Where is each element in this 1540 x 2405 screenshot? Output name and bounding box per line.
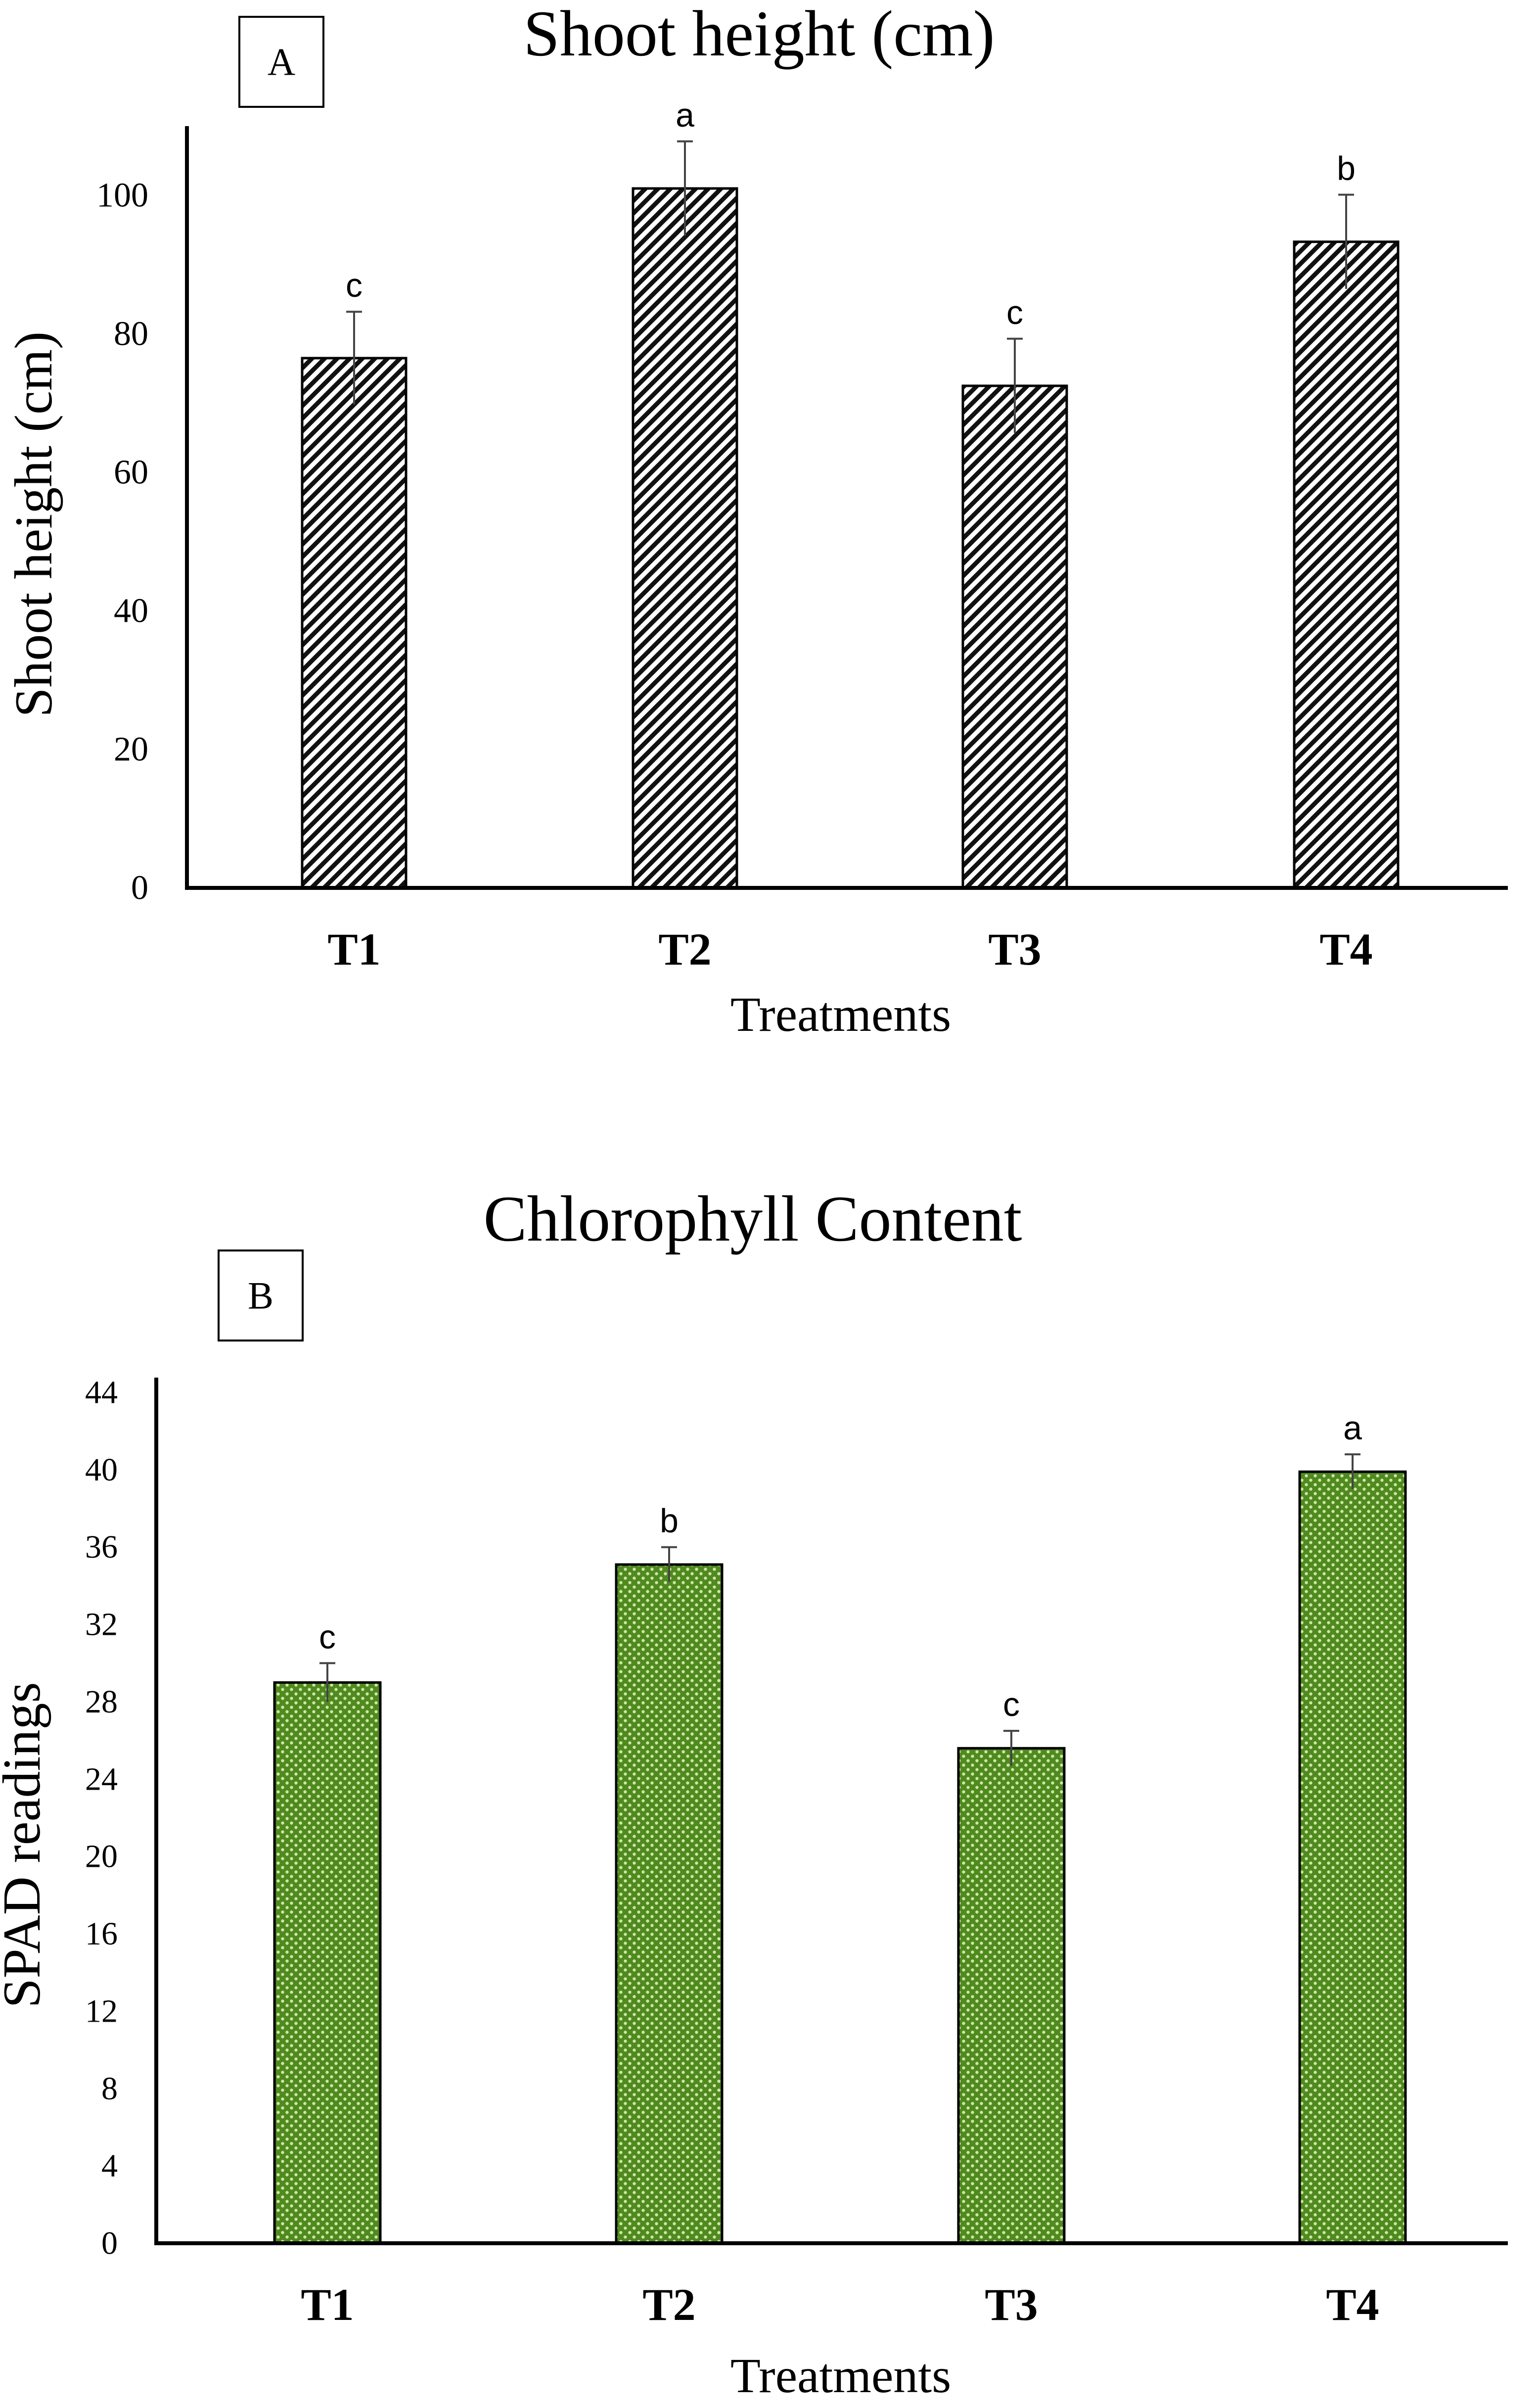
chart-a-bars [301,187,1400,889]
chart-b-significance-letters: c b c a [319,1409,1362,1723]
x-tick-label: T3 [988,924,1041,974]
y-tick-label: 0 [131,869,148,907]
y-tick-label: 36 [85,1529,118,1565]
chart-b-ylabel: SPAD readings [0,1682,51,2008]
panel-b-label-box [218,1249,304,1341]
panel-a-label-box [238,16,324,108]
chart-a-ylabel: Shoot height (cm) [4,331,63,717]
significance-letter: a [676,96,694,134]
error-bar-t1 [319,1662,335,1702]
y-tick-label: 20 [85,1839,118,1875]
panel-b-label: B [248,1274,273,1317]
y-tick-label: 60 [114,454,148,492]
y-tick-label: 32 [85,1607,118,1643]
error-bar-t4 [1338,193,1354,289]
chart-a-y-ticks: 0 20 40 60 80 100 [96,177,148,907]
error-bar-t2 [661,1546,677,1582]
y-tick-label: 12 [85,1993,118,2029]
y-tick-label: 44 [85,1375,118,1411]
y-tick-label: 80 [114,315,148,353]
bar-t2 [615,1563,724,2245]
chart-b-bars [273,1470,1407,2245]
chart-a-xlabel: Treatments [730,987,951,1042]
error-bar-t2 [677,140,693,236]
chart-b-title: Chlorophyll Content [484,1182,1022,1255]
x-tick-label: T1 [301,2279,354,2330]
y-tick-label: 16 [85,1916,118,1952]
significance-letter: b [1337,150,1356,187]
y-tick-label: 24 [85,1761,118,1797]
chart-a-title: Shoot height (cm) [523,0,995,70]
error-bar-t4 [1345,1453,1360,1489]
y-tick-label: 8 [101,2071,118,2107]
y-tick-label: 28 [85,1684,118,1720]
significance-letter: c [319,1618,336,1656]
chart-b-y-ticks: 0 4 8 12 16 20 24 28 32 36 40 44 [85,1375,118,2262]
chart-b-error-bars [319,1453,1360,1766]
chart-b: Chlorophyll Content B SPAD readings Trea… [0,1182,1508,2403]
x-tick-label: T4 [1319,924,1372,974]
bar-t3 [961,384,1068,889]
x-tick-label: T1 [327,924,380,974]
bar-t1 [273,1681,382,2245]
error-bar-t3 [1007,337,1023,433]
y-tick-label: 40 [85,1452,118,1488]
y-tick-label: 100 [96,177,148,215]
bar-t4 [1298,1470,1407,2245]
panel-a-label: A [268,41,295,84]
significance-letter: c [1003,1686,1020,1723]
error-bar-t3 [1003,1730,1019,1766]
x-tick-label: T2 [642,2279,695,2330]
significance-letter: c [346,267,362,304]
bar-t2 [632,187,738,889]
y-tick-label: 4 [101,2148,118,2184]
chart-b-x-ticks: T1 T2 T3 T4 [301,2279,1379,2330]
bar-t1 [301,357,408,889]
significance-letter: b [660,1502,679,1540]
chart-a-significance-letters: c a c b [346,96,1356,331]
y-tick-label: 20 [114,731,148,769]
x-tick-label: T3 [985,2279,1038,2330]
x-tick-label: T2 [658,924,711,974]
bar-t4 [1293,240,1400,889]
y-tick-label: 40 [114,592,148,630]
significance-letter: a [1343,1409,1362,1447]
chart-a-error-bars [346,140,1354,433]
error-bar-t1 [346,311,362,405]
y-tick-label: 0 [101,2225,118,2262]
chart-b-xlabel: Treatments [730,2348,951,2403]
bar-t3 [957,1747,1066,2245]
significance-letter: c [1006,294,1023,331]
x-tick-label: T4 [1326,2279,1379,2330]
chart-a: A Shoot height (cm) Shoot height (cm) Tr… [4,0,1508,1042]
chart-a-x-ticks: T1 T2 T3 T4 [327,924,1372,974]
